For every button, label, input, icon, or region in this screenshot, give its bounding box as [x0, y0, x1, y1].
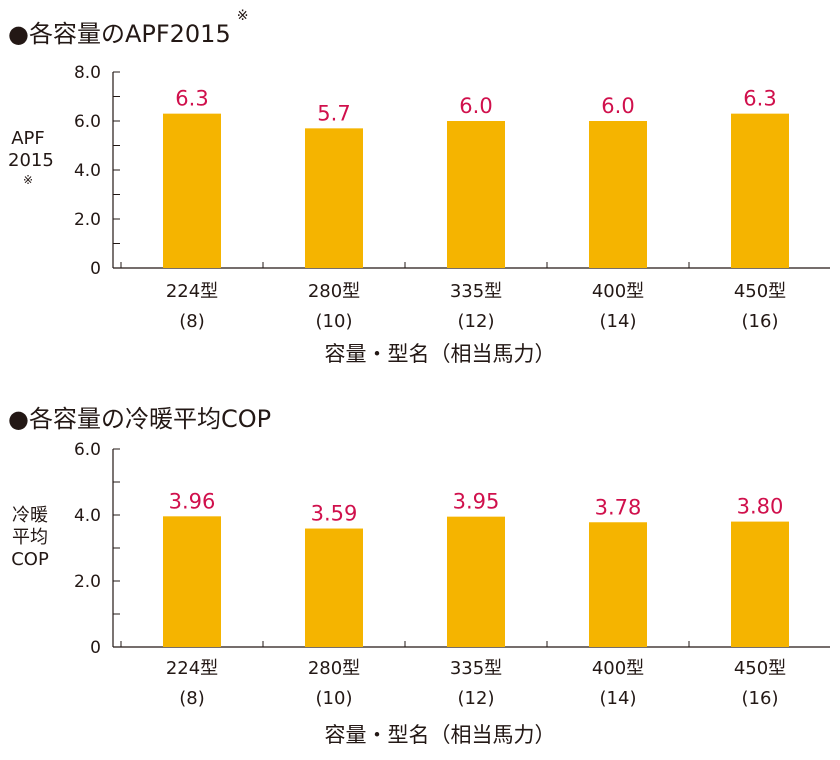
y-tick-label: 0 — [90, 259, 101, 279]
bar — [305, 528, 363, 647]
x-tick-sublabel: (16) — [742, 688, 779, 709]
y-tick-label: 2.0 — [74, 572, 101, 592]
data-label: 6.0 — [459, 94, 492, 118]
y-axis-label: APF 2015 ※ — [8, 128, 54, 188]
x-axis-title: 容量・型名（相当馬力） — [324, 342, 556, 366]
y-axis-label-line: 平均 — [12, 527, 48, 548]
data-label: 6.3 — [743, 87, 776, 111]
bar — [447, 516, 505, 647]
x-tick-label: 224型 — [166, 658, 218, 679]
bar — [163, 113, 221, 269]
y-axis-label-line: 2015 — [8, 150, 54, 171]
chart-title: ●各容量のAPF2015※ — [8, 8, 249, 48]
data-label: 6.3 — [175, 87, 208, 111]
bar — [305, 128, 363, 268]
x-tick-label: 224型 — [166, 281, 218, 302]
data-label: 3.95 — [453, 490, 500, 514]
x-axis-title: 容量・型名（相当馬力） — [324, 723, 556, 747]
y-axis-label-line: COP — [11, 549, 49, 570]
x-tick-label: 335型 — [450, 658, 502, 679]
cop-chart-section: ●各容量の冷暖平均COP 冷暖 平均 COP 0 2.0 4.0 6.0 3.96 224… — [0, 385, 840, 760]
y-tick-label: 6.0 — [74, 112, 101, 132]
cop-bar-chart: 0 2.0 4.0 6.0 3.96 224型 (8) 3.59 280型 (10) 3.95 335… — [74, 440, 830, 709]
x-tick-label: 400型 — [592, 281, 644, 302]
x-tick-label: 335型 — [450, 281, 502, 302]
x-tick-label: 400型 — [592, 658, 644, 679]
y-tick-label: 6.0 — [74, 440, 101, 460]
data-label: 5.7 — [317, 101, 350, 125]
x-tick-sublabel: (16) — [742, 311, 779, 332]
x-tick-sublabel: (12) — [458, 311, 495, 332]
x-tick-sublabel: (14) — [600, 311, 637, 332]
x-tick-sublabel: (10) — [316, 688, 353, 709]
x-tick-sublabel: (8) — [179, 311, 205, 332]
data-label: 6.0 — [601, 94, 634, 118]
y-axis-label-note: ※ — [22, 173, 34, 187]
y-tick-label: 0 — [90, 638, 101, 658]
bar — [731, 521, 789, 647]
y-axis-label-line: 冷暖 — [12, 505, 48, 526]
x-tick-label: 450型 — [734, 658, 786, 679]
bar — [163, 516, 221, 647]
x-tick-sublabel: (12) — [458, 688, 495, 709]
x-tick-sublabel: (14) — [600, 688, 637, 709]
title-note: ※ — [236, 8, 249, 24]
chart-title: ●各容量の冷暖平均COP — [8, 405, 272, 433]
y-tick-label: 4.0 — [74, 161, 101, 181]
bar — [447, 121, 505, 268]
x-tick-label: 450型 — [734, 281, 786, 302]
y-tick-label: 8.0 — [74, 63, 101, 83]
y-tick-label: 2.0 — [74, 210, 101, 230]
x-tick-sublabel: (10) — [316, 311, 353, 332]
x-tick-label: 280型 — [308, 658, 360, 679]
y-axis-label: 冷暖 平均 COP — [8, 505, 52, 571]
apf-bar-chart: 0 2.0 4.0 6.0 8.0 6.3 224型 (8) 5.7 280型 (10) 6.0 335… — [74, 63, 830, 332]
bar — [731, 113, 789, 269]
bar — [589, 121, 647, 268]
x-tick-label: 280型 — [308, 281, 360, 302]
bar — [589, 522, 647, 647]
y-tick-label: 4.0 — [74, 506, 101, 526]
data-label: 3.78 — [595, 495, 642, 519]
data-label: 3.96 — [169, 489, 216, 513]
y-axis-label-line: APF — [11, 128, 45, 149]
x-tick-sublabel: (8) — [179, 688, 205, 709]
apf-chart-section: ●各容量のAPF2015※ APF 2015 ※ 0 2.0 4.0 6.0 8.0 6.… — [8, 8, 830, 366]
data-label: 3.59 — [311, 502, 358, 526]
data-label: 3.80 — [737, 495, 784, 519]
